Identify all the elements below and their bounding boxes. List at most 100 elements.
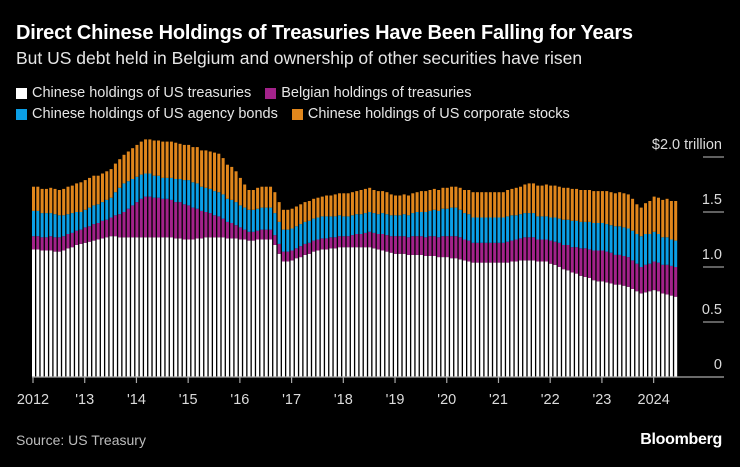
bar-segment-stocks xyxy=(256,187,260,209)
bar-segment-belgian xyxy=(178,202,182,239)
bar-segment-belgian xyxy=(213,215,217,238)
bar-segment-belgian xyxy=(406,237,410,255)
bar-segment-belgian xyxy=(191,207,195,240)
bar-segment-agency xyxy=(583,221,587,249)
bar-segment-belgian xyxy=(208,213,212,238)
bar-segment-agency xyxy=(57,215,61,238)
bar-segment-agency xyxy=(113,192,117,216)
bar-segment-treasuries xyxy=(661,293,665,377)
bar-segment-treasuries xyxy=(174,238,178,377)
bar-segment-agency xyxy=(100,202,104,221)
bar-segment-belgian xyxy=(415,236,419,255)
bar-segment-belgian xyxy=(531,237,535,261)
bar-segment-agency xyxy=(506,216,510,242)
bar-segment-belgian xyxy=(385,235,389,252)
bar-segment-treasuries xyxy=(385,251,389,377)
bar-segment-treasuries xyxy=(523,260,527,377)
bar-segment-agency xyxy=(605,224,609,252)
bar-segment-treasuries xyxy=(281,261,285,377)
bar-segment-treasuries xyxy=(243,239,247,377)
bar-segment-belgian xyxy=(626,257,630,287)
bar-segment-belgian xyxy=(49,236,53,251)
bar-segment-stocks xyxy=(359,190,363,215)
bar-segment-treasuries xyxy=(264,239,268,377)
bar-segment-stocks xyxy=(165,141,169,178)
bar-segment-belgian xyxy=(312,240,316,252)
x-tick-label: '17 xyxy=(282,392,301,408)
bar-segment-treasuries xyxy=(441,257,445,377)
bar-segment-belgian xyxy=(445,236,449,258)
bar-segment-treasuries xyxy=(527,260,531,377)
bar-segment-stocks xyxy=(350,192,354,216)
bar-segment-agency xyxy=(475,217,479,243)
bar-segment-belgian xyxy=(501,242,505,263)
bar-segment-belgian xyxy=(437,237,441,258)
bar-segment-belgian xyxy=(96,223,100,240)
bar-segment-belgian xyxy=(264,229,268,240)
bar-segment-agency xyxy=(234,202,238,226)
bar-segment-belgian xyxy=(75,230,79,245)
bar-segment-agency xyxy=(385,214,389,236)
bar-segment-belgian xyxy=(88,226,92,242)
bar-segment-agency xyxy=(307,220,311,243)
bar-segment-agency xyxy=(118,187,122,215)
bar-segment-agency xyxy=(644,234,648,265)
bar-segment-belgian xyxy=(419,236,423,255)
bar-segment-stocks xyxy=(583,190,587,222)
bar-segment-treasuries xyxy=(44,250,48,377)
bar-segment-stocks xyxy=(493,192,497,218)
bar-segment-stocks xyxy=(562,187,566,220)
bar-segment-stocks xyxy=(355,191,359,215)
bar-segment-agency xyxy=(66,214,70,234)
bar-segment-agency xyxy=(381,213,385,234)
bar-segment-stocks xyxy=(656,197,660,234)
bar-segment-stocks xyxy=(325,195,329,217)
bar-segment-belgian xyxy=(398,236,402,254)
bar-segment-stocks xyxy=(346,193,350,217)
bar-segment-agency xyxy=(665,237,669,265)
bar-segment-stocks xyxy=(92,175,96,206)
bar-segment-stocks xyxy=(135,144,139,177)
bar-segment-belgian xyxy=(256,230,260,240)
bar-segment-stocks xyxy=(471,192,475,218)
bar-segment-belgian xyxy=(372,232,376,249)
bar-segment-agency xyxy=(519,214,523,239)
bar-segment-treasuries xyxy=(656,291,660,377)
bar-segment-agency xyxy=(484,217,488,243)
bar-segment-agency xyxy=(148,173,152,197)
bar-segment-agency xyxy=(49,213,53,237)
bar-segment-treasuries xyxy=(36,249,40,377)
bar-segment-belgian xyxy=(40,237,44,251)
bar-segment-stocks xyxy=(342,193,346,217)
bar-segment-treasuries xyxy=(234,238,238,377)
bar-segment-stocks xyxy=(144,139,148,174)
bar-segment-stocks xyxy=(230,166,234,200)
bar-segment-treasuries xyxy=(583,276,587,377)
bar-segment-stocks xyxy=(118,159,122,188)
bar-segment-stocks xyxy=(549,185,553,218)
bar-segment-belgian xyxy=(230,223,234,239)
bar-segment-agency xyxy=(32,210,35,237)
bar-segment-agency xyxy=(424,212,428,238)
bar-segment-stocks xyxy=(217,153,221,193)
bar-segment-stocks xyxy=(639,207,643,237)
bar-segment-agency xyxy=(415,212,419,237)
bar-segment-treasuries xyxy=(312,251,316,377)
bar-segment-stocks xyxy=(631,198,635,231)
bar-segment-treasuries xyxy=(415,254,419,377)
bar-segment-stocks xyxy=(70,185,74,214)
bar-segment-belgian xyxy=(204,212,208,238)
bar-segment-belgian xyxy=(575,247,579,274)
bar-segment-treasuries xyxy=(579,275,583,377)
bar-segment-agency xyxy=(195,183,199,209)
bar-segment-belgian xyxy=(53,237,57,252)
bar-segment-belgian xyxy=(644,264,648,293)
bar-segment-treasuries xyxy=(221,237,225,377)
bar-segment-belgian xyxy=(389,236,393,253)
bar-segment-treasuries xyxy=(587,278,591,377)
bar-segment-agency xyxy=(549,217,553,241)
bar-segment-stocks xyxy=(475,192,479,218)
bar-segment-belgian xyxy=(144,196,148,238)
bar-segment-agency xyxy=(562,219,566,245)
bar-segment-treasuries xyxy=(618,284,622,377)
